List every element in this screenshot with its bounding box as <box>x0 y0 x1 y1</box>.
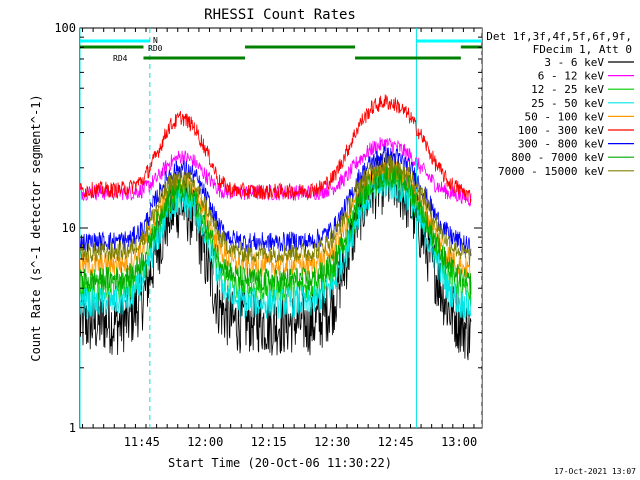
y-tick-label: 100 <box>54 21 76 35</box>
series-line-5 <box>80 94 472 204</box>
chart-title: RHESSI Count Rates <box>204 7 356 23</box>
legend-entry: 100 - 300 keV <box>518 124 604 137</box>
series-line-8 <box>80 155 472 266</box>
x-tick-label: 13:00 <box>441 435 477 449</box>
x-tick-label: 12:00 <box>187 435 223 449</box>
x-tick-label: 11:45 <box>124 435 160 449</box>
legend-entry: 6 - 12 keV <box>538 70 605 83</box>
x-tick-label: 12:45 <box>378 435 414 449</box>
x-tick-label: 12:15 <box>251 435 287 449</box>
y-axis-label: Count Rate (s^-1 detector segment^-1) <box>29 94 43 361</box>
y-axis: 1 10 100 <box>54 21 482 435</box>
legend-entry: 3 - 6 keV <box>544 56 604 69</box>
footer-date: 17-Oct-2021 13:07 <box>554 467 636 476</box>
x-axis: 11:45 12:00 12:15 12:30 12:45 13:00 <box>82 28 477 449</box>
annotation-label-n: N <box>153 36 158 45</box>
x-tick-label: 12:30 <box>314 435 350 449</box>
series-line-7 <box>80 165 472 295</box>
legend-entry: 7000 - 15000 keV <box>498 165 604 178</box>
legend-header: Det 1f,3f,4f,5f,6f,9f, <box>486 30 632 43</box>
legend-entry: 12 - 25 keV <box>531 83 604 96</box>
series-group <box>80 28 482 428</box>
legend-entry: 25 - 50 keV <box>531 97 604 110</box>
series-line-1 <box>80 137 472 208</box>
legend: Det 1f,3f,4f,5f,6f,9f,FDecim 1, Att 03 -… <box>486 30 634 178</box>
legend-header: FDecim 1, Att 0 <box>533 43 632 56</box>
y-tick-label: 1 <box>69 421 76 435</box>
legend-entry: 800 - 7000 keV <box>511 151 604 164</box>
legend-entry: 300 - 800 keV <box>518 138 604 151</box>
x-axis-label: Start Time (20-Oct-06 11:30:22) <box>168 456 392 470</box>
y-tick-label: 10 <box>62 221 76 235</box>
series-line-6 <box>80 146 472 256</box>
annotation-label-rd4: RD4 <box>113 54 128 63</box>
legend-entry: 50 - 100 keV <box>525 110 605 123</box>
annotation-label-rd0: RD0 <box>148 44 163 53</box>
